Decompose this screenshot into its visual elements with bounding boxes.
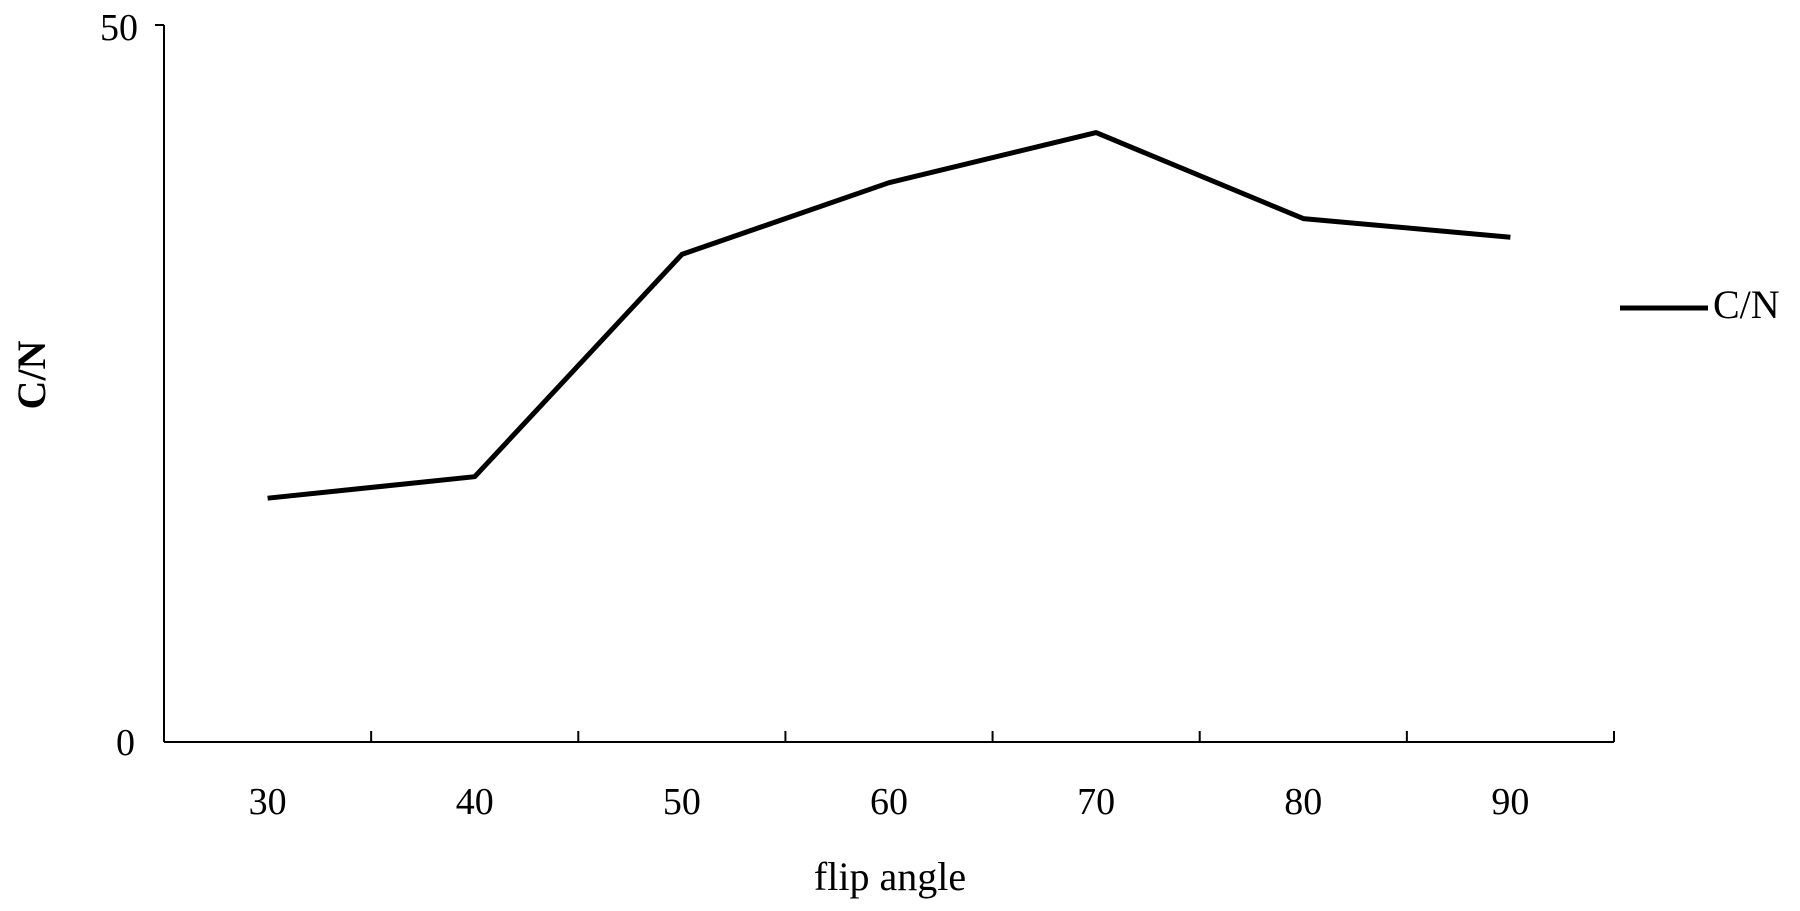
y-tick-label-min: 0 <box>116 722 135 764</box>
y-tick-label-max: 50 <box>100 7 138 49</box>
y-axis-title: C/N <box>9 340 54 409</box>
x-tick-label: 70 <box>1077 781 1115 823</box>
x-tick-label: 80 <box>1284 781 1322 823</box>
x-ticks <box>370 731 1615 742</box>
series-layer <box>267 130 1511 501</box>
x-tick-label: 30 <box>249 781 287 823</box>
x-tick-label: 50 <box>663 781 701 823</box>
x-tick-labels: 30 40 50 60 70 80 90 <box>249 781 1530 823</box>
y-tick-labels: 50 0 <box>100 7 138 764</box>
x-tick-label: 60 <box>870 781 908 823</box>
x-axis-title: flip angle <box>814 854 966 899</box>
x-tick-label: 40 <box>456 781 494 823</box>
legend: C/N <box>1620 282 1780 327</box>
axes <box>155 24 1614 743</box>
x-tick-label: 90 <box>1491 781 1529 823</box>
series-line-0 <box>267 130 1511 501</box>
legend-label-c-n: C/N <box>1713 282 1780 327</box>
